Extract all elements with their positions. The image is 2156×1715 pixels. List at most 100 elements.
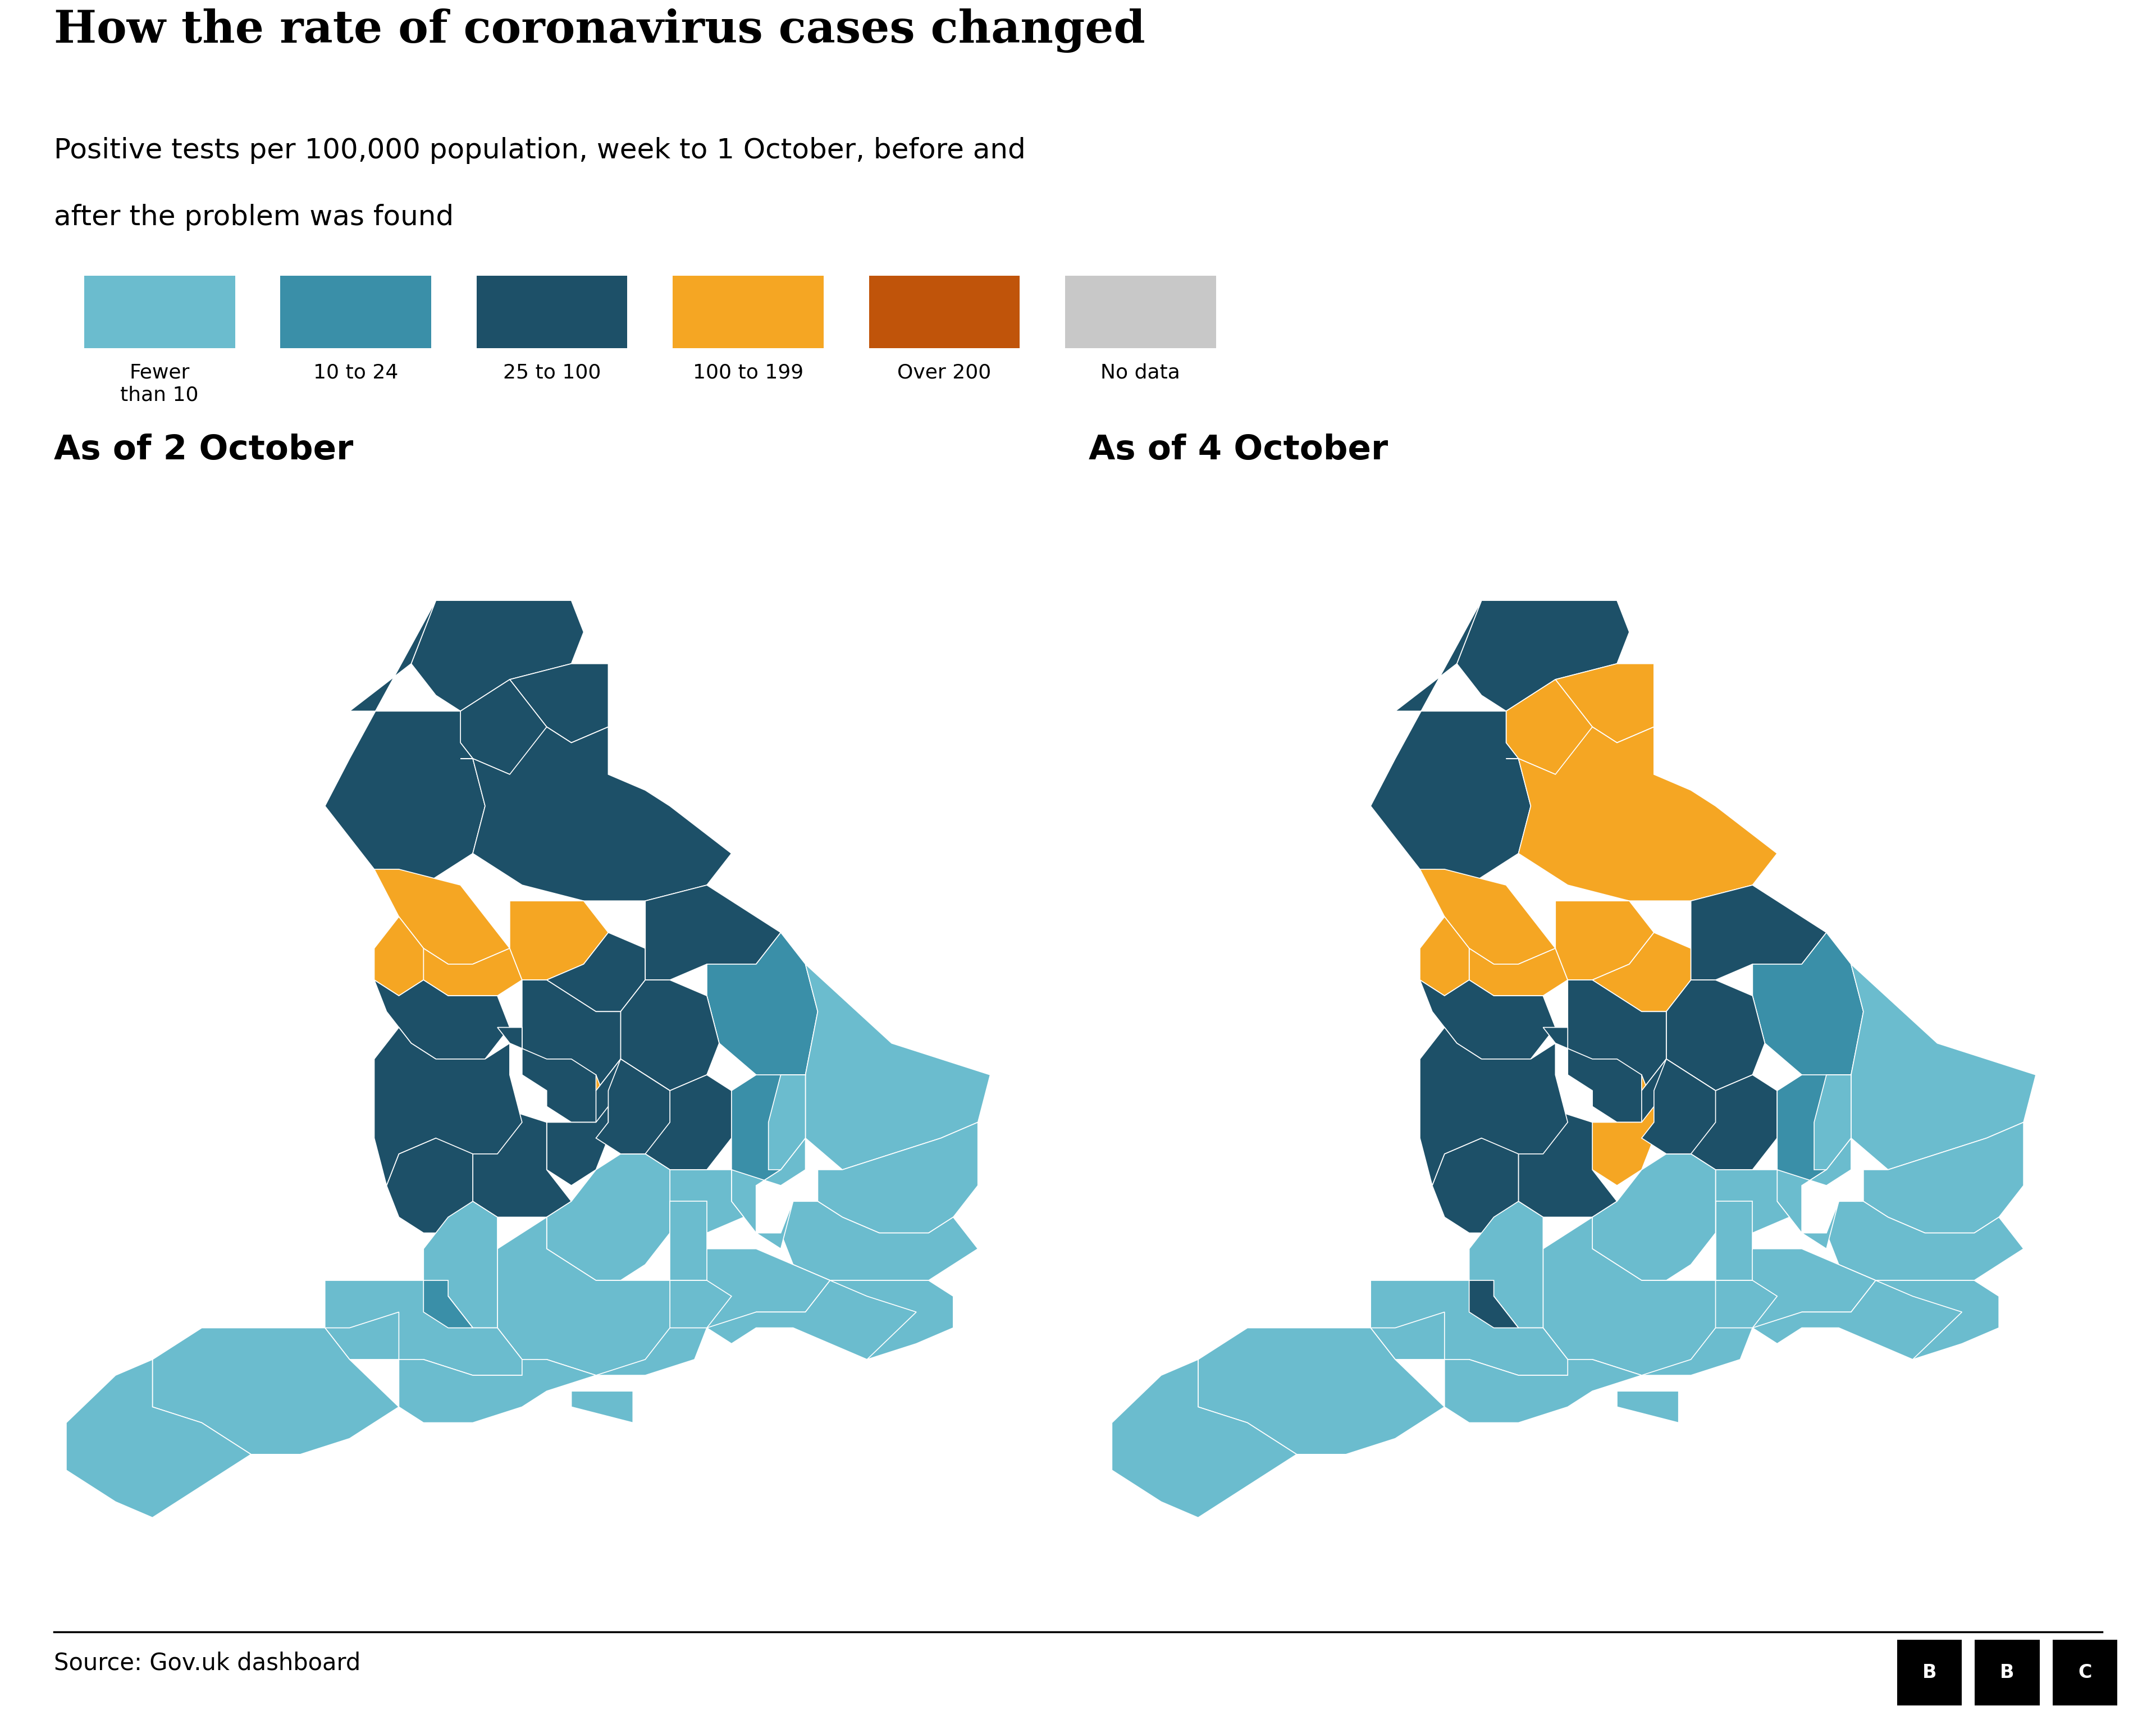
Text: As of 2 October: As of 2 October xyxy=(54,434,354,466)
Polygon shape xyxy=(423,1200,498,1327)
Polygon shape xyxy=(595,1058,671,1154)
FancyBboxPatch shape xyxy=(1897,1640,1962,1705)
Polygon shape xyxy=(1826,964,2035,1170)
Polygon shape xyxy=(1468,1200,1544,1327)
Polygon shape xyxy=(375,870,509,964)
Polygon shape xyxy=(1777,1139,1852,1249)
Polygon shape xyxy=(1554,664,1654,743)
Polygon shape xyxy=(1813,1075,1852,1170)
Polygon shape xyxy=(1641,1058,1716,1154)
Polygon shape xyxy=(548,1154,671,1281)
Polygon shape xyxy=(1421,870,1554,964)
Polygon shape xyxy=(522,979,621,1091)
Text: B: B xyxy=(2001,1664,2014,1682)
Polygon shape xyxy=(571,1391,634,1423)
Polygon shape xyxy=(548,1075,608,1122)
Polygon shape xyxy=(1593,1312,1753,1375)
Polygon shape xyxy=(67,1360,300,1518)
FancyBboxPatch shape xyxy=(2053,1640,2117,1705)
Polygon shape xyxy=(694,1249,830,1312)
Polygon shape xyxy=(548,933,645,1012)
Polygon shape xyxy=(595,1281,731,1327)
Polygon shape xyxy=(1593,1106,1654,1185)
Polygon shape xyxy=(595,1058,671,1154)
Polygon shape xyxy=(1826,1200,2024,1281)
Polygon shape xyxy=(793,1281,953,1360)
Polygon shape xyxy=(780,964,990,1170)
FancyBboxPatch shape xyxy=(869,276,1020,348)
Polygon shape xyxy=(472,1106,571,1218)
Polygon shape xyxy=(731,1139,806,1249)
Text: C: C xyxy=(2078,1664,2091,1682)
Polygon shape xyxy=(1371,1281,1593,1375)
Polygon shape xyxy=(1641,1281,1777,1327)
Polygon shape xyxy=(1199,1327,1445,1454)
Polygon shape xyxy=(1593,1075,1654,1122)
Polygon shape xyxy=(1690,1075,1777,1170)
Polygon shape xyxy=(1421,918,1468,996)
Polygon shape xyxy=(1371,600,1531,885)
Polygon shape xyxy=(768,1075,806,1170)
Polygon shape xyxy=(375,979,509,1058)
Polygon shape xyxy=(326,600,485,885)
FancyBboxPatch shape xyxy=(1065,276,1216,348)
Polygon shape xyxy=(412,600,584,712)
Polygon shape xyxy=(1421,1027,1567,1185)
Polygon shape xyxy=(498,1218,671,1375)
Polygon shape xyxy=(548,1312,707,1375)
Polygon shape xyxy=(1544,1027,1654,1122)
Polygon shape xyxy=(1445,1360,1641,1423)
Text: As of 4 October: As of 4 October xyxy=(1089,434,1388,466)
Polygon shape xyxy=(1468,948,1567,996)
Polygon shape xyxy=(645,885,780,979)
Polygon shape xyxy=(1593,933,1690,1012)
Polygon shape xyxy=(1863,1122,2024,1233)
Polygon shape xyxy=(153,1327,399,1454)
Polygon shape xyxy=(326,1281,548,1375)
Text: How the rate of coronavirus cases changed: How the rate of coronavirus cases change… xyxy=(54,9,1145,53)
Polygon shape xyxy=(1740,1249,1876,1327)
Polygon shape xyxy=(694,1249,830,1327)
Text: No data: No data xyxy=(1102,364,1179,382)
Polygon shape xyxy=(1421,979,1554,1058)
Polygon shape xyxy=(386,1122,472,1233)
Polygon shape xyxy=(1518,1106,1617,1218)
Polygon shape xyxy=(645,1075,731,1170)
Polygon shape xyxy=(1112,1360,1345,1518)
Polygon shape xyxy=(1667,979,1766,1091)
Polygon shape xyxy=(548,1106,608,1185)
FancyBboxPatch shape xyxy=(673,276,824,348)
Text: Positive tests per 100,000 population, week to 1 October, before and: Positive tests per 100,000 population, w… xyxy=(54,137,1026,165)
Polygon shape xyxy=(731,1075,806,1185)
Polygon shape xyxy=(461,727,731,900)
Polygon shape xyxy=(1593,1154,1716,1281)
Polygon shape xyxy=(1507,679,1654,791)
Polygon shape xyxy=(1753,1281,1962,1360)
Polygon shape xyxy=(1641,1058,1716,1154)
FancyBboxPatch shape xyxy=(1975,1640,2040,1705)
Polygon shape xyxy=(1617,1391,1680,1423)
FancyBboxPatch shape xyxy=(280,276,431,348)
Polygon shape xyxy=(707,1281,916,1360)
Polygon shape xyxy=(1839,1281,1999,1360)
Polygon shape xyxy=(1468,1281,1518,1327)
Text: Source: Gov.uk dashboard: Source: Gov.uk dashboard xyxy=(54,1652,360,1676)
Polygon shape xyxy=(1777,1075,1852,1185)
Polygon shape xyxy=(671,1200,707,1281)
Polygon shape xyxy=(621,979,720,1091)
Polygon shape xyxy=(817,1122,979,1233)
Polygon shape xyxy=(498,1027,608,1122)
Polygon shape xyxy=(707,933,817,1091)
Polygon shape xyxy=(326,1312,399,1360)
Polygon shape xyxy=(1716,1200,1753,1281)
Polygon shape xyxy=(1567,979,1667,1091)
Polygon shape xyxy=(1554,900,1654,979)
Polygon shape xyxy=(375,918,423,996)
Polygon shape xyxy=(461,679,608,791)
Polygon shape xyxy=(780,1200,979,1281)
Polygon shape xyxy=(509,900,608,979)
FancyBboxPatch shape xyxy=(476,276,627,348)
FancyBboxPatch shape xyxy=(84,276,235,348)
Polygon shape xyxy=(1544,1218,1716,1375)
Text: 25 to 100: 25 to 100 xyxy=(502,364,602,382)
